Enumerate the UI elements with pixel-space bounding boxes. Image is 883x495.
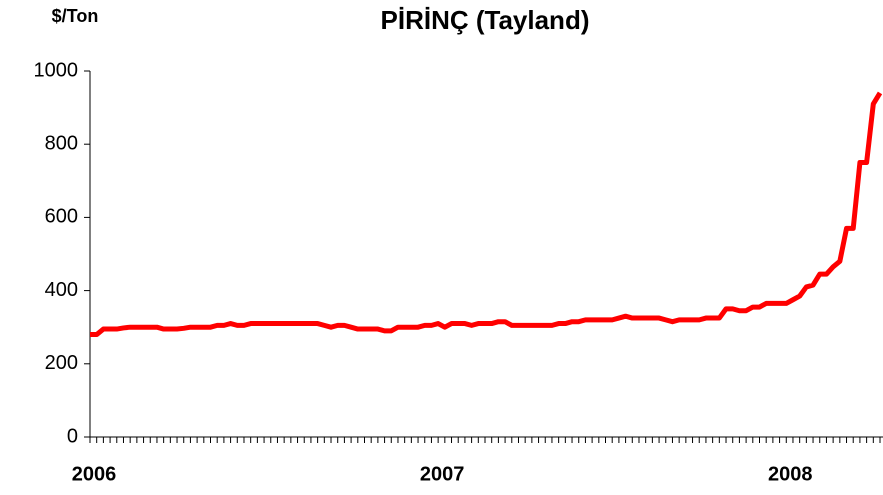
y-tick-label: 200 [45, 352, 78, 374]
y-axis-label: $/Ton [52, 6, 99, 26]
x-tick-label: 2008 [768, 463, 813, 485]
x-tick-label: 2007 [420, 463, 465, 485]
y-tick-label: 800 [45, 132, 78, 154]
x-tick-label: 2006 [72, 463, 117, 485]
y-tick-label: 400 [45, 279, 78, 301]
y-tick-label: 600 [45, 206, 78, 228]
data-line [90, 91, 883, 338]
y-tick-label: 1000 [34, 59, 79, 81]
y-tick-label: 0 [67, 425, 78, 447]
chart-title: PİRİNÇ (Tayland) [381, 5, 590, 35]
